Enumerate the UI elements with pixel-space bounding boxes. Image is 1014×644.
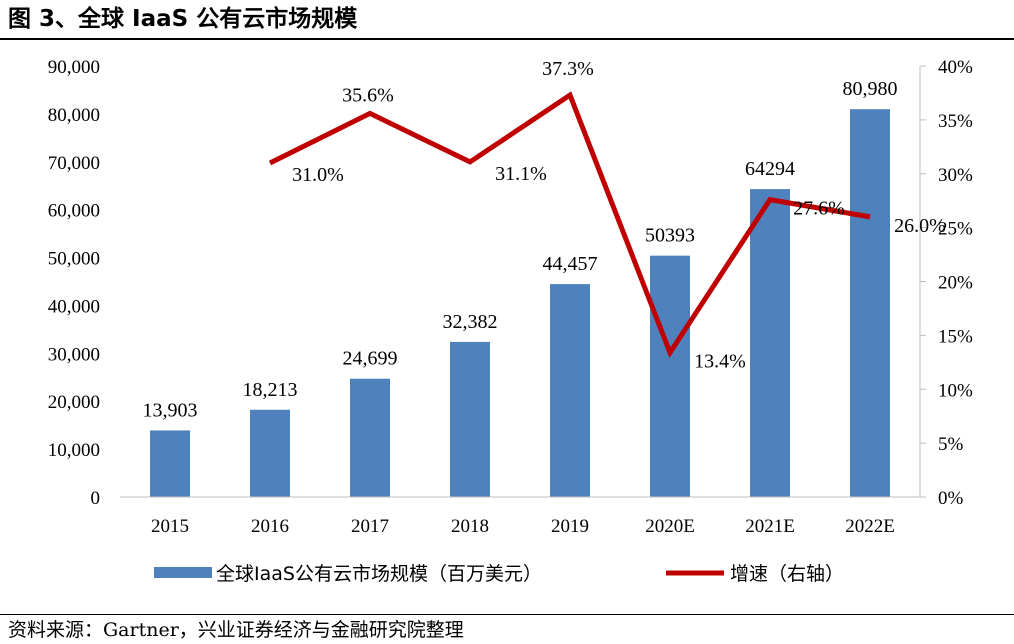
left-y-tick-label: 0 bbox=[91, 488, 101, 509]
bar-2021E bbox=[750, 189, 790, 497]
x-tick-label: 2022E bbox=[845, 516, 895, 537]
left-y-tick-label: 60,000 bbox=[48, 201, 100, 222]
left-y-tick-label: 40,000 bbox=[48, 296, 100, 317]
right-y-tick-label: 0% bbox=[938, 488, 964, 509]
right-y-tick-label: 25% bbox=[938, 219, 973, 240]
left-y-axis: 0 10,000 20,000 30,000 40,000 50,000 60,000 70,… bbox=[48, 57, 100, 509]
source-note: 资料来源：Gartner，兴业证券经济与金融研究院整理 bbox=[8, 619, 464, 641]
legend-bar-swatch bbox=[154, 567, 212, 578]
bar-2022E bbox=[850, 109, 890, 498]
left-y-tick-label: 30,000 bbox=[48, 344, 100, 365]
legend-bar-label: 全球IaaS公有云市场规模（百万美元） bbox=[216, 563, 542, 585]
figure-title: 图 3、全球 IaaS 公有云市场规模 bbox=[8, 6, 358, 32]
bar-data-labels: 13,903 18,213 24,699 32,382 44,457 50393 64294… bbox=[143, 78, 898, 421]
bar-series bbox=[150, 109, 890, 498]
x-tick-label: 2021E bbox=[745, 516, 795, 537]
line-data-label: 27.6% bbox=[793, 198, 845, 220]
right-y-tick-label: 40% bbox=[938, 57, 973, 78]
x-tick-label: 2018 bbox=[451, 516, 489, 537]
x-axis-ticks: 2015 2016 2017 2018 2019 2020E 2021E 2022E bbox=[151, 516, 895, 537]
bar-2017 bbox=[350, 378, 390, 497]
legend-line-label: 增速（右轴） bbox=[730, 563, 844, 585]
bar-2020E bbox=[650, 255, 690, 497]
line-data-label: 31.0% bbox=[292, 164, 344, 186]
x-tick-label: 2016 bbox=[251, 516, 289, 537]
line-data-label: 35.6% bbox=[342, 84, 394, 106]
left-y-tick-label: 80,000 bbox=[48, 105, 100, 126]
right-y-tick-label: 5% bbox=[938, 434, 964, 455]
title-rule bbox=[0, 38, 1014, 40]
bar-data-label: 80,980 bbox=[843, 78, 898, 100]
left-y-tick-label: 10,000 bbox=[48, 440, 100, 461]
line-data-labels: 31.0% 35.6% 31.1% 37.3% 13.4% 27.6% 26.0% bbox=[292, 58, 946, 373]
left-y-tick-label: 50,000 bbox=[48, 249, 100, 270]
bar-2015 bbox=[150, 430, 190, 497]
left-y-tick-label: 90,000 bbox=[48, 57, 100, 78]
right-y-tick-label: 35% bbox=[938, 111, 973, 132]
x-tick-label: 2020E bbox=[645, 516, 695, 537]
right-y-axis: 0% 5% 10% 15% 20% 25% 30% 35% 40% bbox=[919, 57, 973, 509]
x-tick-label: 2015 bbox=[151, 516, 189, 537]
bar-data-label: 24,699 bbox=[343, 348, 398, 370]
source-rule bbox=[0, 614, 1014, 615]
line-data-label: 26.0% bbox=[894, 215, 946, 237]
bar-data-label: 44,457 bbox=[543, 253, 598, 275]
x-tick-label: 2017 bbox=[351, 516, 389, 537]
left-y-tick-label: 70,000 bbox=[48, 153, 100, 174]
x-tick-label: 2019 bbox=[551, 516, 589, 537]
line-series bbox=[268, 91, 871, 359]
legend: 全球IaaS公有云市场规模（百万美元） 增速（右轴） bbox=[154, 563, 844, 585]
bar-2016 bbox=[250, 409, 290, 497]
right-y-tick-label: 10% bbox=[938, 380, 973, 401]
right-y-tick-label: 20% bbox=[938, 273, 973, 294]
bar-2018 bbox=[450, 341, 490, 497]
bar-data-label: 32,382 bbox=[443, 311, 498, 333]
bar-2019 bbox=[550, 284, 590, 497]
bar-data-label: 13,903 bbox=[143, 399, 198, 421]
bar-data-label: 64294 bbox=[745, 158, 795, 180]
right-y-tick-label: 15% bbox=[938, 326, 973, 347]
line-data-label: 31.1% bbox=[495, 163, 547, 185]
bar-data-label: 18,213 bbox=[243, 379, 298, 401]
growth-rate-line bbox=[268, 91, 871, 359]
bar-data-label: 50393 bbox=[645, 225, 695, 247]
line-data-label: 37.3% bbox=[542, 58, 594, 80]
left-y-tick-label: 20,000 bbox=[48, 392, 100, 413]
chart: 0 10,000 20,000 30,000 40,000 50,000 60,000 70,… bbox=[48, 57, 973, 585]
line-data-label: 13.4% bbox=[694, 351, 746, 373]
right-y-tick-label: 30% bbox=[938, 165, 973, 186]
